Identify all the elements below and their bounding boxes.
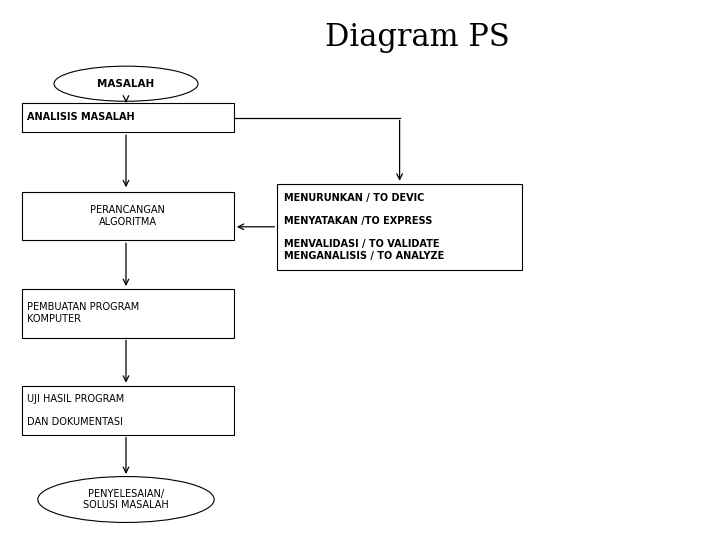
Ellipse shape [37, 476, 215, 523]
Bar [22, 192, 234, 240]
Bar [277, 184, 522, 270]
Text: MASALAH: MASALAH [97, 79, 155, 89]
Text: MENURUNKAN / TO DEVIC

MENYATAKAN /TO EXPRESS

MENVALIDASI / TO VALIDATE
MENGANA: MENURUNKAN / TO DEVIC MENYATAKAN /TO EXP… [284, 193, 445, 261]
Bar [22, 386, 234, 435]
Text: UJI HASIL PROGRAM

DAN DOKUMENTASI: UJI HASIL PROGRAM DAN DOKUMENTASI [27, 394, 125, 427]
Text: PEMBUATAN PROGRAM
KOMPUTER: PEMBUATAN PROGRAM KOMPUTER [27, 302, 140, 324]
Text: PERANCANGAN
ALGORITMA: PERANCANGAN ALGORITMA [91, 205, 165, 227]
Text: PENYELESAIAN/
SOLUSI MASALAH: PENYELESAIAN/ SOLUSI MASALAH [83, 489, 169, 510]
Ellipse shape [54, 66, 198, 102]
Bar [22, 289, 234, 338]
Text: Diagram PS: Diagram PS [325, 22, 510, 53]
Bar [22, 103, 234, 132]
Text: ANALISIS MASALAH: ANALISIS MASALAH [27, 112, 135, 123]
